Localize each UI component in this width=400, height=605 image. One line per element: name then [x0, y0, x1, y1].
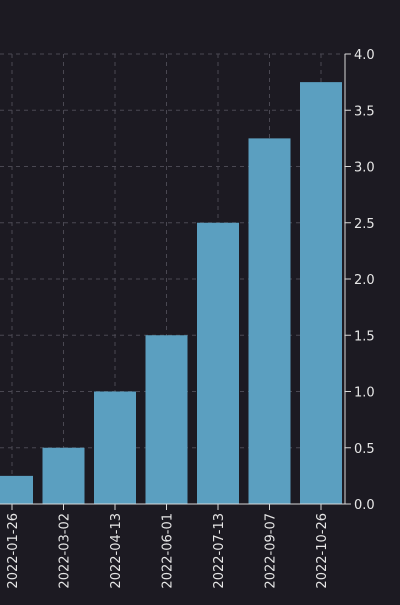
x-tick-label: 2022-06-01: [161, 513, 176, 589]
y-tick-label: 3.5: [354, 104, 375, 119]
x-axis-ticks: 2022-01-26 2022-03-02 2022-04-13 2022-06-01…: [6, 504, 330, 589]
y-axis-ticks: 0.0 0.5 1.0 1.5 2.0 2.5 3.0 3.5 4.0: [345, 48, 375, 513]
bar: [94, 391, 136, 504]
y-tick-label: 0.5: [354, 442, 375, 457]
x-tick-label: 2022-07-13: [212, 513, 227, 589]
bar: [0, 475, 33, 504]
bar: [197, 222, 239, 504]
bar: [300, 82, 342, 504]
bar: [248, 138, 291, 504]
y-tick-label: 1.5: [354, 329, 375, 344]
x-tick-label: 2022-09-07: [264, 513, 279, 589]
bar: [145, 335, 188, 504]
x-tick-label: 2022-04-13: [109, 513, 124, 589]
y-tick-label: 2.5: [354, 217, 375, 232]
y-tick-label: 2.0: [354, 273, 375, 288]
y-tick-label: 0.0: [354, 498, 375, 513]
x-tick-label: 2022-01-26: [6, 513, 21, 589]
bars: [0, 82, 342, 504]
x-tick-label: 2022-03-02: [58, 513, 73, 589]
y-tick-label: 1.0: [354, 386, 375, 401]
x-tick-label: 2022-10-26: [315, 513, 330, 589]
bar: [42, 447, 85, 504]
y-tick-label: 4.0: [354, 48, 375, 63]
y-tick-label: 3.0: [354, 161, 375, 176]
